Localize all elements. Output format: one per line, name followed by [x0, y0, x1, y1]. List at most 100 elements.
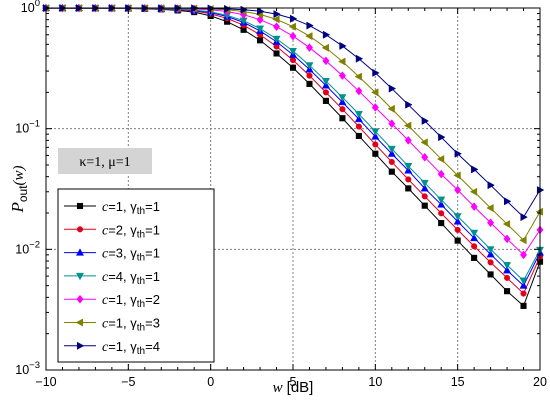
data-point	[421, 193, 428, 200]
legend-label: c=1, γth=2	[102, 292, 160, 310]
y-tick-label: 10−3	[15, 360, 40, 377]
data-point	[288, 22, 297, 31]
data-point	[519, 236, 527, 245]
annotation-box: κ=1, μ=1	[58, 148, 152, 174]
data-point	[520, 250, 528, 260]
ticks: −10 −5 0 5 10 15 20 100 10−1 10−2 10−3	[15, 0, 547, 389]
data-point	[305, 62, 314, 70]
x-tick-label: −10	[35, 375, 56, 389]
data-point	[339, 106, 346, 113]
data-point	[355, 86, 363, 96]
data-point	[471, 254, 478, 261]
legend-marker	[75, 272, 85, 281]
data-point	[453, 171, 461, 180]
data-point	[372, 68, 380, 77]
data-point	[371, 88, 379, 97]
data-point	[454, 185, 462, 195]
data-point	[437, 169, 445, 179]
data-point	[387, 145, 396, 154]
x-tick-label: 20	[533, 375, 547, 389]
legend-entry: c=4, γth=1	[64, 269, 160, 287]
data-point	[487, 259, 494, 266]
legend-label: c=4, γth=1	[102, 269, 160, 287]
data-point	[504, 288, 511, 295]
data-point	[371, 128, 380, 136]
data-point	[519, 277, 528, 285]
x-tick-label: 0	[207, 375, 214, 389]
data-point	[420, 179, 429, 188]
data-point	[471, 243, 478, 250]
data-point	[503, 262, 512, 270]
data-point	[354, 114, 363, 123]
data-point	[486, 249, 495, 258]
data-point	[405, 185, 412, 192]
data-point	[504, 197, 512, 206]
legend-marker	[75, 318, 84, 327]
data-point	[372, 150, 379, 157]
y-axis-sub: out	[16, 185, 30, 202]
data-point	[503, 234, 511, 244]
data-point	[306, 21, 314, 30]
data-point	[504, 274, 511, 281]
data-point	[289, 57, 297, 64]
data-point	[502, 220, 511, 229]
data-point	[388, 158, 395, 165]
legend-label: c=1, γth=1	[102, 199, 160, 217]
x-axis-var: w	[273, 380, 283, 396]
legend-entry: c=1, γth=3	[64, 316, 160, 334]
data-point	[469, 187, 478, 196]
data-point	[272, 35, 281, 44]
legend: c=1, γth=1 c=2, γth=1 c=3, γth=1 c=4, γth=1…	[57, 188, 215, 363]
legend-marker	[76, 202, 84, 210]
data-point	[519, 281, 528, 289]
data-point	[256, 25, 265, 33]
x-tick-label: −5	[121, 375, 135, 389]
data-point	[338, 57, 346, 66]
y-tick-label: 10−2	[15, 239, 40, 256]
data-point	[470, 233, 479, 242]
y-axis-title: Pout(w)	[8, 165, 30, 213]
data-point	[321, 78, 330, 86]
data-point	[273, 50, 280, 57]
data-point	[438, 210, 445, 217]
data-point	[338, 94, 347, 102]
data-point	[322, 97, 329, 104]
data-point	[354, 111, 363, 119]
data-point	[405, 176, 412, 183]
data-point	[305, 43, 313, 52]
data-point	[453, 217, 462, 225]
data-point	[355, 132, 362, 140]
data-point	[288, 47, 298, 56]
data-point	[487, 218, 495, 228]
data-point	[470, 202, 478, 212]
data-point	[322, 56, 330, 66]
data-point	[339, 115, 346, 122]
data-point	[503, 265, 512, 274]
data-point	[355, 123, 362, 130]
data-point	[289, 64, 297, 71]
legend-entry: c=1, γth=1	[64, 199, 160, 217]
data-point	[438, 133, 446, 142]
data-point	[388, 84, 397, 93]
data-point	[470, 229, 479, 238]
data-point	[388, 168, 395, 175]
x-tick-label: 5	[290, 375, 297, 389]
data-point	[354, 72, 362, 81]
data-point	[487, 271, 494, 278]
data-point	[372, 141, 379, 148]
data-point	[421, 202, 428, 209]
legend-entry: c=1, γth=4	[64, 339, 160, 357]
data-point	[338, 97, 347, 106]
data-point	[322, 30, 331, 39]
data-point	[437, 200, 446, 208]
data-point	[321, 43, 329, 52]
data-point	[339, 41, 347, 50]
x-axis-unit: [dB]	[287, 379, 314, 396]
x-tick-label: 15	[451, 375, 465, 389]
data-point	[421, 152, 429, 162]
legend-label: c=3, γth=1	[102, 246, 160, 264]
data-point	[371, 132, 380, 140]
data-point	[420, 184, 429, 192]
data-point	[404, 162, 413, 171]
data-point	[289, 31, 297, 41]
